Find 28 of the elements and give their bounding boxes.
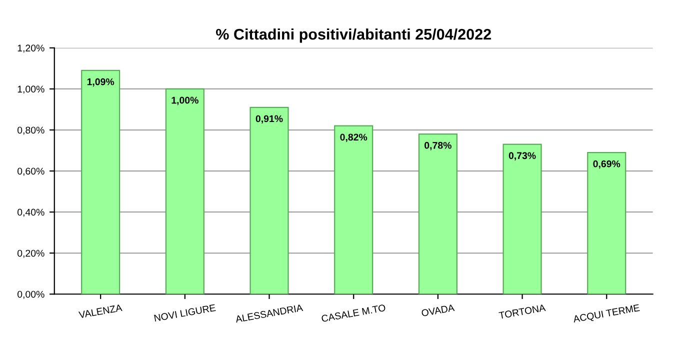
x-tick-label: ACQUI TERME	[572, 304, 640, 324]
bar	[334, 125, 374, 294]
data-label: 1,00%	[172, 96, 198, 106]
x-tick-label: OVADA	[421, 304, 455, 317]
y-tick-label: 0,00%	[17, 290, 44, 299]
chart-title: % Cittadini positivi/abitanti 25/04/2022	[216, 28, 491, 43]
x-tick-label: VALENZA	[78, 304, 122, 318]
y-tick-label: 0,40%	[17, 208, 44, 217]
bar	[587, 152, 626, 294]
data-label: 0,78%	[424, 142, 452, 150]
bar	[502, 144, 542, 294]
data-label: 1,09%	[87, 78, 114, 87]
bar	[250, 106, 289, 294]
x-tick-label: NOVI LIGURE	[154, 304, 216, 322]
bar	[81, 70, 120, 294]
y-tick-label: 0,20%	[17, 250, 44, 258]
bar	[165, 88, 204, 294]
data-label: 0,73%	[508, 152, 536, 160]
x-tick-label: CASALE M.TO	[321, 304, 386, 322]
data-label: 0,91%	[256, 115, 283, 124]
y-tick-label: 1,00%	[18, 86, 44, 94]
y-tick-label: 0,80%	[17, 126, 44, 135]
data-label: 0,69%	[593, 160, 620, 169]
x-tick-label: TORTONA	[498, 304, 546, 319]
bar	[418, 134, 458, 294]
data-label: 0,82%	[340, 134, 368, 142]
y-tick-label: 0,60%	[17, 168, 44, 176]
y-tick-label: 1,20%	[18, 44, 44, 53]
